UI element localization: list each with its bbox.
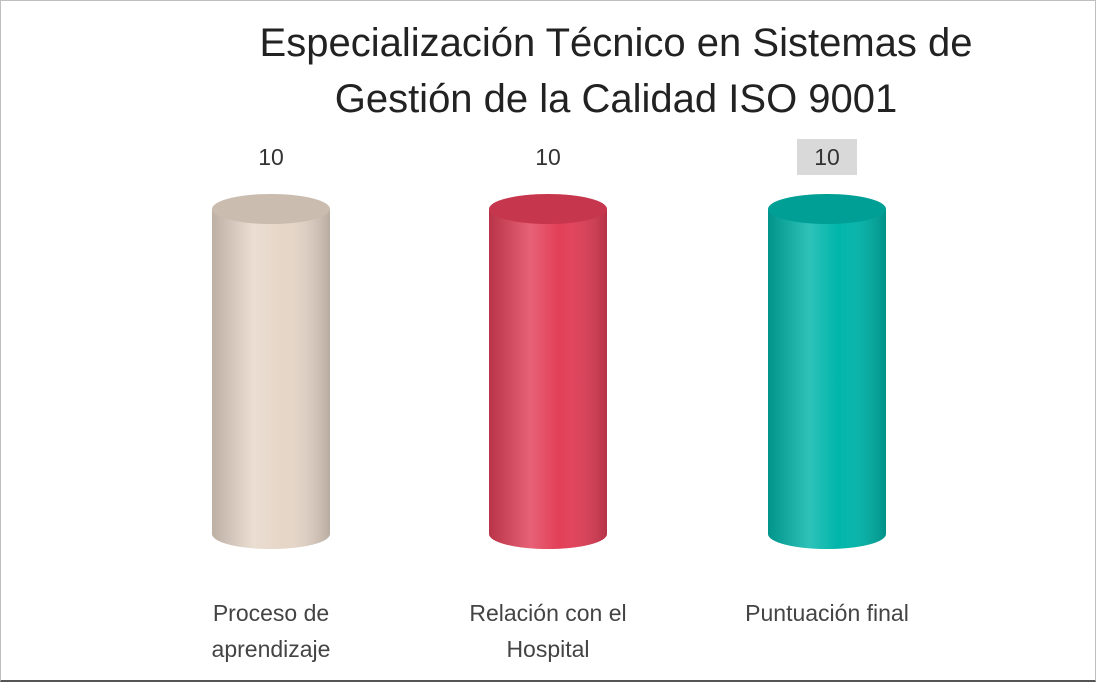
bar-top-shade: [768, 194, 886, 224]
bar-top: [212, 194, 330, 224]
data-label: 10: [797, 139, 857, 175]
data-label: 10: [258, 144, 284, 170]
bar-top: [768, 194, 886, 224]
bar-shading: [768, 209, 886, 549]
bar-shading: [489, 209, 607, 549]
x-tick-label: Proceso de aprendizaje: [211, 600, 331, 662]
x-tick-label: Puntuación final: [745, 600, 909, 626]
bar-top: [489, 194, 607, 224]
bar-top-shade: [212, 194, 330, 224]
bar-shading: [212, 209, 330, 549]
bar-top-shade: [489, 194, 607, 224]
chart-title: Especialización Técnico en Sistemas de G…: [259, 21, 973, 121]
x-tick-label: Relación con el Hospital: [469, 600, 627, 662]
data-label: 10: [535, 144, 561, 170]
